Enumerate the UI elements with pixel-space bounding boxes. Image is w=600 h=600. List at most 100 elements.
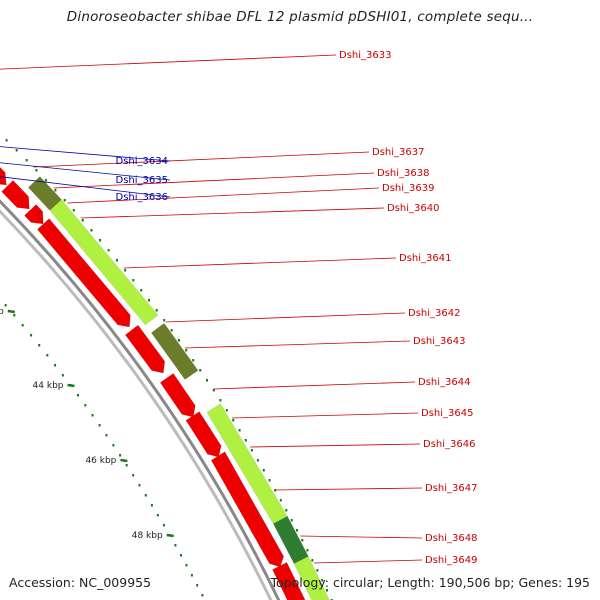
minor-tick xyxy=(112,444,115,447)
outer-minor-tick xyxy=(63,199,66,202)
outer-minor-tick xyxy=(301,539,304,542)
scale-label: 42 kbp xyxy=(0,307,4,317)
minor-tick xyxy=(4,304,7,307)
outer-minor-tick xyxy=(54,189,57,192)
outer-minor-tick xyxy=(25,159,28,162)
minor-tick xyxy=(30,334,33,337)
minor-tick xyxy=(105,434,108,437)
backbone-outer-line xyxy=(0,199,281,600)
leader-line xyxy=(67,187,380,204)
minor-tick xyxy=(174,544,177,547)
outer-minor-tick xyxy=(262,469,265,472)
outer-minor-tick xyxy=(268,479,271,482)
feature-lime xyxy=(49,199,159,326)
minor-tick xyxy=(84,404,87,407)
minor-tick xyxy=(138,484,141,487)
gene-label-dshi_3635: Dshi_3635 xyxy=(116,175,168,186)
outer-minor-tick xyxy=(311,559,314,562)
minor-tick xyxy=(61,374,64,377)
minor-tick xyxy=(38,344,41,347)
outer-minor-tick xyxy=(107,249,110,252)
backbone-ring xyxy=(0,199,281,600)
major-tick xyxy=(120,458,128,463)
leader-line xyxy=(300,535,423,539)
outer-minor-tick xyxy=(326,589,328,592)
outer-minor-tick xyxy=(124,269,127,272)
outer-minor-tick xyxy=(148,299,150,302)
outer-minor-tick xyxy=(256,459,259,462)
leader-line xyxy=(0,146,171,162)
outer-minor-tick xyxy=(279,499,282,502)
outer-minor-tick xyxy=(99,239,102,242)
cds-red-dshi-3644 xyxy=(159,373,196,418)
gene-label-dshi_3648: Dshi_3648 xyxy=(425,533,477,544)
scale-label: 46 kbp xyxy=(85,456,116,466)
minor-tick xyxy=(13,314,16,317)
minor-tick xyxy=(144,494,147,497)
feature-dark-green xyxy=(273,515,309,564)
outer-minor-tick xyxy=(274,489,277,492)
outer-minor-tick xyxy=(45,179,47,182)
outer-minor-tick xyxy=(250,449,253,452)
minor-tick xyxy=(196,584,199,587)
outer-minor-tick xyxy=(232,419,235,422)
feature-lime xyxy=(293,556,330,600)
outer-minor-tick xyxy=(244,439,247,442)
outer-minor-tick xyxy=(90,229,93,232)
feature-lime xyxy=(206,403,288,525)
minor-tick xyxy=(162,524,165,527)
leader-line xyxy=(184,340,411,349)
leader-line xyxy=(0,54,337,70)
cds-red-dshi-3649 xyxy=(272,562,306,600)
minor-tick xyxy=(98,424,101,427)
minor-tick xyxy=(21,324,24,327)
outer-minor-tick xyxy=(212,389,215,392)
gene-label-dshi_3637: Dshi_3637 xyxy=(372,147,424,158)
outer-minor-tick xyxy=(15,149,18,152)
minor-tick xyxy=(185,564,188,567)
major-tick xyxy=(7,309,15,314)
minor-tick xyxy=(119,454,122,457)
minor-tick xyxy=(190,574,193,577)
outer-minor-tick xyxy=(132,279,135,282)
gene-label-dshi_3643: Dshi_3643 xyxy=(413,336,465,347)
outer-minor-tick xyxy=(238,429,241,432)
minor-tick xyxy=(46,354,49,357)
cds-red-dshi-3643 xyxy=(124,324,166,374)
minor-tick xyxy=(201,594,204,597)
minor-tick xyxy=(77,394,79,397)
outer-minor-tick xyxy=(116,259,118,262)
gene-label-dshi_3638: Dshi_3638 xyxy=(377,168,429,179)
gene-label-dshi_3649: Dshi_3649 xyxy=(425,555,477,566)
gene-label-dshi_3646: Dshi_3646 xyxy=(423,439,475,450)
outer-minor-tick xyxy=(192,359,195,362)
outer-minor-tick xyxy=(225,409,228,412)
cds-red-dshi-3645 xyxy=(185,411,222,458)
scale-label: 48 kbp xyxy=(132,531,163,541)
minor-tick xyxy=(54,364,57,367)
outer-minor-tick xyxy=(5,139,8,142)
outer-minor-tick xyxy=(185,349,188,352)
outer-minor-tick xyxy=(81,219,84,222)
outer-minor-tick xyxy=(163,319,166,322)
gene-label-dshi_3647: Dshi_3647 xyxy=(425,483,477,494)
outer-minor-tick xyxy=(290,519,293,522)
cds-red-dshi-3641 xyxy=(37,218,131,328)
minor-tick xyxy=(91,414,94,417)
feature-olive xyxy=(150,322,199,380)
leader-line xyxy=(33,151,370,168)
gene-label-dshi_3645: Dshi_3645 xyxy=(421,408,473,419)
outer-minor-tick xyxy=(178,339,180,342)
outer-minor-tick xyxy=(72,209,75,212)
cds-red-dshi-3638 xyxy=(1,180,30,210)
gene-label-dshi_3634: Dshi_3634 xyxy=(116,156,168,167)
outer-minor-tick xyxy=(206,379,208,382)
outer-minor-tick xyxy=(321,579,324,582)
leader-line xyxy=(0,162,171,181)
leader-line xyxy=(80,207,385,219)
gene-label-dshi_3633: Dshi_3633 xyxy=(339,50,391,61)
leader-line xyxy=(123,257,397,269)
feature-track xyxy=(0,166,330,600)
cds-red-dshi-3647 xyxy=(210,451,284,568)
